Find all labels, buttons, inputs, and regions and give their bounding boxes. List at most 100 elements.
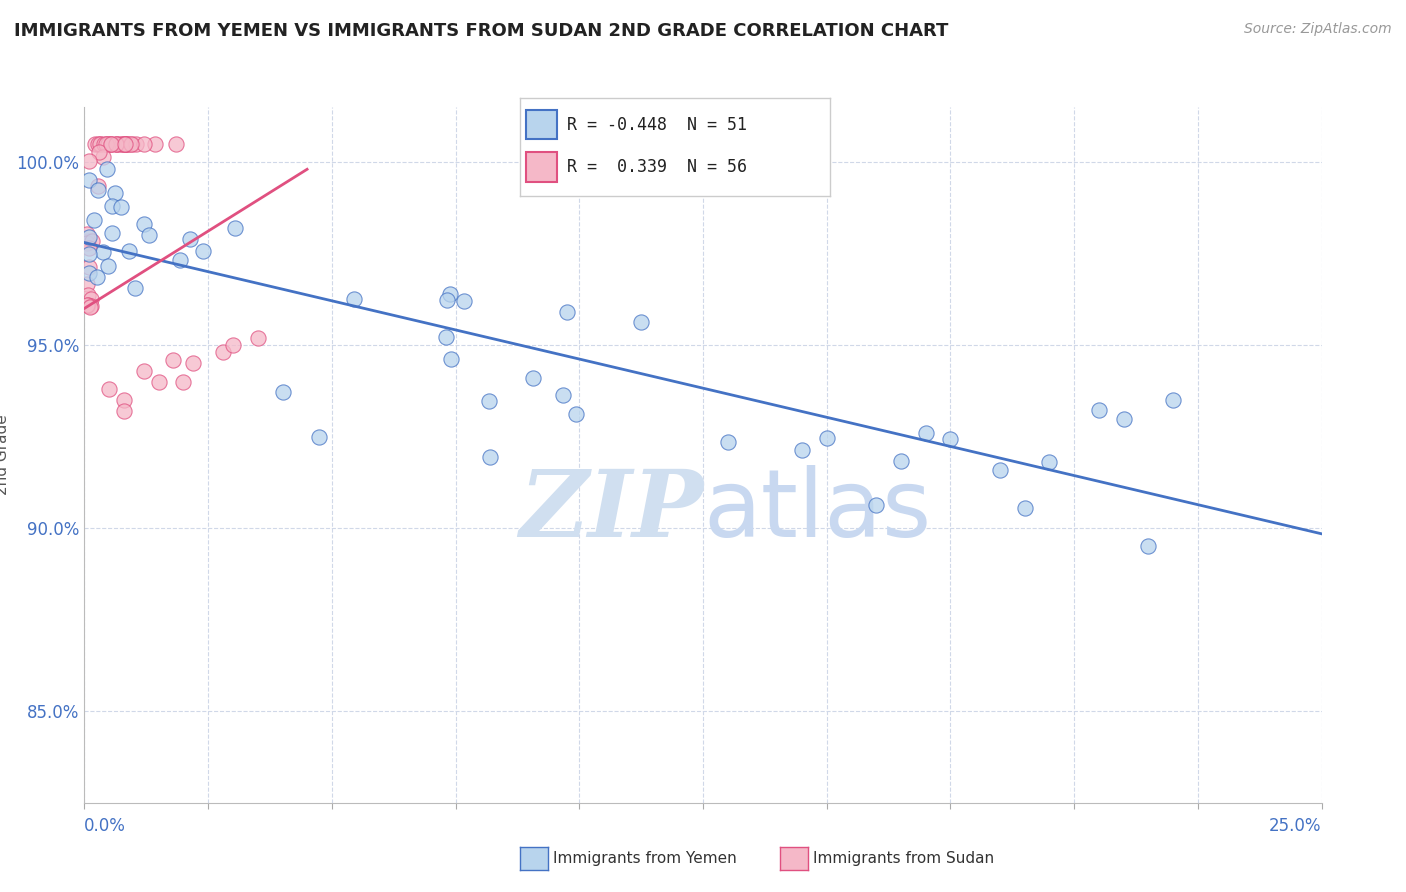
Point (124, 281, 146, 295)
Text: Source: ZipAtlas.com: Source: ZipAtlas.com (1244, 22, 1392, 37)
Point (79, 247, 101, 261)
Point (134, 217, 156, 231)
Point (96, 136, 118, 151)
Point (87, 136, 110, 151)
Point (1112, 412, 1135, 426)
Point (77, 153, 100, 168)
Point (83, 213, 105, 227)
Point (89, 136, 111, 151)
Point (94, 136, 117, 151)
Point (89, 136, 111, 151)
Text: R = -0.448  N = 51: R = -0.448 N = 51 (567, 116, 747, 134)
Text: Immigrants from Sudan: Immigrants from Sudan (813, 851, 994, 865)
Point (1014, 500, 1036, 515)
Point (172, 375, 194, 389)
Point (132, 136, 155, 151)
Point (79, 172, 101, 186)
Point (84, 136, 107, 151)
Point (117, 136, 139, 151)
Point (76, 287, 98, 301)
Point (100, 136, 122, 151)
Point (343, 292, 366, 306)
Point (148, 375, 170, 389)
Point (434, 329, 457, 343)
Point (79, 299, 101, 313)
Point (115, 136, 138, 151)
Point (98, 382, 121, 396)
FancyBboxPatch shape (526, 110, 557, 139)
Point (112, 404, 135, 418)
Point (165, 136, 187, 151)
Point (100, 136, 122, 151)
Point (114, 136, 136, 151)
Point (97, 259, 120, 273)
Point (93, 136, 115, 151)
Point (1088, 403, 1111, 417)
Point (93, 245, 115, 260)
Point (79, 300, 101, 314)
Point (436, 293, 458, 308)
Point (104, 136, 127, 151)
Point (96, 161, 118, 176)
Point (815, 432, 838, 446)
Point (181, 356, 204, 370)
Point (1161, 393, 1184, 408)
Point (86, 269, 108, 284)
Point (100, 136, 122, 151)
Point (865, 498, 887, 512)
Point (522, 371, 544, 385)
Point (112, 136, 135, 151)
Text: Immigrants from Yemen: Immigrants from Yemen (553, 851, 737, 865)
Point (96, 136, 118, 151)
Point (80, 292, 103, 306)
Point (478, 393, 501, 408)
Point (169, 253, 191, 268)
Point (77, 234, 100, 248)
Point (87, 179, 110, 194)
Text: ZIP: ZIP (519, 466, 703, 556)
Point (308, 429, 330, 443)
Point (108, 136, 131, 151)
Point (939, 432, 962, 446)
Point (76, 298, 98, 312)
Point (1038, 455, 1060, 469)
Point (112, 392, 135, 407)
Point (179, 232, 201, 246)
Point (717, 435, 740, 450)
Point (104, 186, 127, 200)
Point (790, 443, 813, 458)
Point (212, 345, 235, 359)
Point (271, 384, 294, 399)
Point (87, 183, 110, 197)
Point (440, 351, 463, 366)
Text: IMMIGRANTS FROM YEMEN VS IMMIGRANTS FROM SUDAN 2ND GRADE CORRELATION CHART: IMMIGRANTS FROM YEMEN VS IMMIGRANTS FROM… (14, 22, 949, 40)
Point (79, 229, 101, 244)
Point (76, 277, 98, 292)
Point (478, 450, 501, 464)
Point (555, 305, 578, 319)
Text: R =  0.339  N = 56: R = 0.339 N = 56 (567, 158, 747, 176)
Point (91, 150, 114, 164)
Point (162, 352, 184, 367)
Point (222, 338, 245, 352)
Text: 25.0%: 25.0% (1270, 817, 1322, 836)
Point (118, 244, 141, 259)
Point (453, 294, 475, 309)
Point (82, 234, 104, 248)
Point (112, 136, 135, 151)
Point (87, 145, 110, 159)
Point (564, 407, 586, 421)
Point (111, 136, 134, 151)
Point (224, 221, 246, 235)
Point (120, 136, 142, 151)
Point (79, 266, 101, 280)
Point (138, 227, 160, 242)
Point (76, 227, 98, 242)
Point (105, 136, 128, 151)
Point (104, 136, 127, 151)
Point (77, 241, 100, 255)
Y-axis label: 2nd Grade: 2nd Grade (0, 415, 10, 495)
Text: atlas: atlas (703, 465, 931, 557)
Point (1137, 540, 1160, 554)
Point (246, 331, 269, 345)
